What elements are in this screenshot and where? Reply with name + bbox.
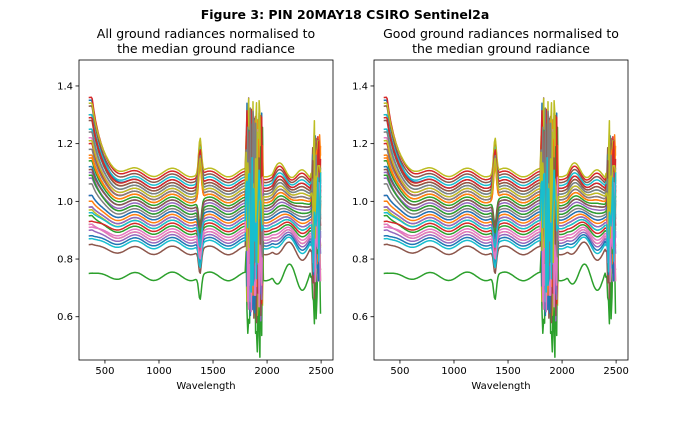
series-line-28 — [88, 118, 322, 276]
series-line-39 — [88, 131, 322, 264]
axes-frame — [373, 59, 629, 361]
x-tick-label: 2000 — [254, 366, 279, 377]
x-tick-label: 2500 — [603, 366, 628, 377]
series-line-18 — [383, 138, 617, 288]
series-line-13 — [383, 154, 617, 306]
series-line-22 — [88, 156, 322, 296]
series-line-6 — [383, 97, 617, 257]
subplot-2: 500 1000 1500 2000 2500 0.6 0.8 1.0 1.2 1.4 Wavele… — [352, 26, 629, 392]
series-line-25 — [88, 131, 322, 280]
x-tick-label: 1500 — [200, 366, 225, 377]
series-line-34 — [383, 108, 617, 264]
y-tick-label: 1.0 — [57, 197, 73, 208]
subplot-title-line-1: Good ground radiances normalised to — [383, 26, 619, 41]
x-tick-label: 1500 — [495, 366, 520, 377]
series-line-30 — [383, 174, 617, 303]
series-line-40 — [88, 156, 322, 293]
y-tick-label: 0.8 — [352, 255, 368, 266]
y-tick-label: 0.6 — [352, 312, 368, 323]
subplot-title-line-2: the median ground radiance — [117, 41, 295, 56]
series-line-26 — [88, 117, 322, 252]
series-line-6 — [88, 97, 322, 257]
series-line-32 — [88, 120, 322, 266]
series-line-34 — [88, 108, 322, 264]
series-line-38 — [383, 107, 617, 264]
y-tick-label: 0.6 — [57, 312, 73, 323]
series-line-20 — [88, 113, 322, 250]
x-tick-label: 1000 — [441, 366, 466, 377]
series-line-16 — [383, 169, 617, 324]
figure-title: Figure 3: PIN 20MAY18 CSIRO Sentinel2a — [201, 7, 490, 22]
y-tick-label: 0.8 — [57, 255, 73, 266]
series-line-37 — [88, 176, 322, 313]
series-line-14 — [383, 96, 617, 254]
series-line-30 — [88, 174, 322, 303]
plots-group: 500 1000 1500 2000 2500 0.6 0.8 1.0 1.2 1.4 Wavele… — [57, 26, 629, 392]
x-tick-label: 500 — [95, 366, 114, 377]
series-line-29 — [88, 97, 322, 241]
series-line-39 — [383, 131, 617, 264]
series-line-14 — [88, 96, 322, 254]
series-line-16 — [88, 169, 322, 324]
series-line-33 — [88, 129, 322, 290]
y-tick-label: 1.0 — [352, 197, 368, 208]
series-line-18 — [88, 138, 322, 288]
series-line-24 — [88, 156, 322, 305]
series-line-20 — [383, 113, 617, 250]
series-line-21 — [88, 169, 322, 317]
series-line-25 — [383, 131, 617, 280]
series-line-35 — [88, 143, 322, 301]
series-line-29 — [383, 97, 617, 241]
series-line-23 — [383, 121, 617, 280]
series-line-40 — [383, 156, 617, 293]
x-axis-label: Wavelength — [176, 381, 235, 392]
series-line-35 — [383, 143, 617, 301]
x-tick-label: 1000 — [146, 366, 171, 377]
series-line-28 — [383, 118, 617, 276]
series-line-15 — [88, 159, 322, 322]
series-line-37 — [383, 176, 617, 313]
series-line-3 — [383, 215, 617, 358]
subplot-title-line-2: the median ground radiance — [412, 41, 590, 56]
series-line-23 — [88, 121, 322, 280]
series-line-31 — [88, 148, 322, 295]
series-line-27 — [88, 164, 322, 297]
x-tick-label: 2500 — [308, 366, 333, 377]
x-axis-label: Wavelength — [471, 381, 530, 392]
series-line-32 — [383, 120, 617, 266]
series-line-36 — [383, 123, 617, 269]
series-lines — [88, 96, 322, 358]
y-tick-label: 1.2 — [57, 139, 73, 150]
y-tick-label: 1.4 — [352, 81, 368, 92]
series-line-21 — [383, 169, 617, 317]
x-tick-label: 2000 — [549, 366, 574, 377]
series-lines — [383, 96, 617, 358]
subplot-title-line-1: All ground radiances normalised to — [97, 26, 315, 41]
series-line-27 — [383, 164, 617, 297]
y-tick-label: 1.2 — [352, 139, 368, 150]
series-line-38 — [88, 107, 322, 264]
series-line-22 — [383, 156, 617, 296]
series-line-24 — [383, 156, 617, 305]
series-line-31 — [383, 148, 617, 295]
series-line-13 — [88, 154, 322, 306]
series-line-33 — [383, 129, 617, 290]
series-line-26 — [383, 117, 617, 252]
series-line-3 — [88, 215, 322, 358]
y-tick-label: 1.4 — [57, 81, 73, 92]
axes-frame — [78, 59, 334, 361]
x-tick-label: 500 — [390, 366, 409, 377]
series-line-15 — [383, 159, 617, 322]
subplot-1: 500 1000 1500 2000 2500 0.6 0.8 1.0 1.2 1.4 Wavele… — [57, 26, 334, 392]
series-line-36 — [88, 123, 322, 269]
